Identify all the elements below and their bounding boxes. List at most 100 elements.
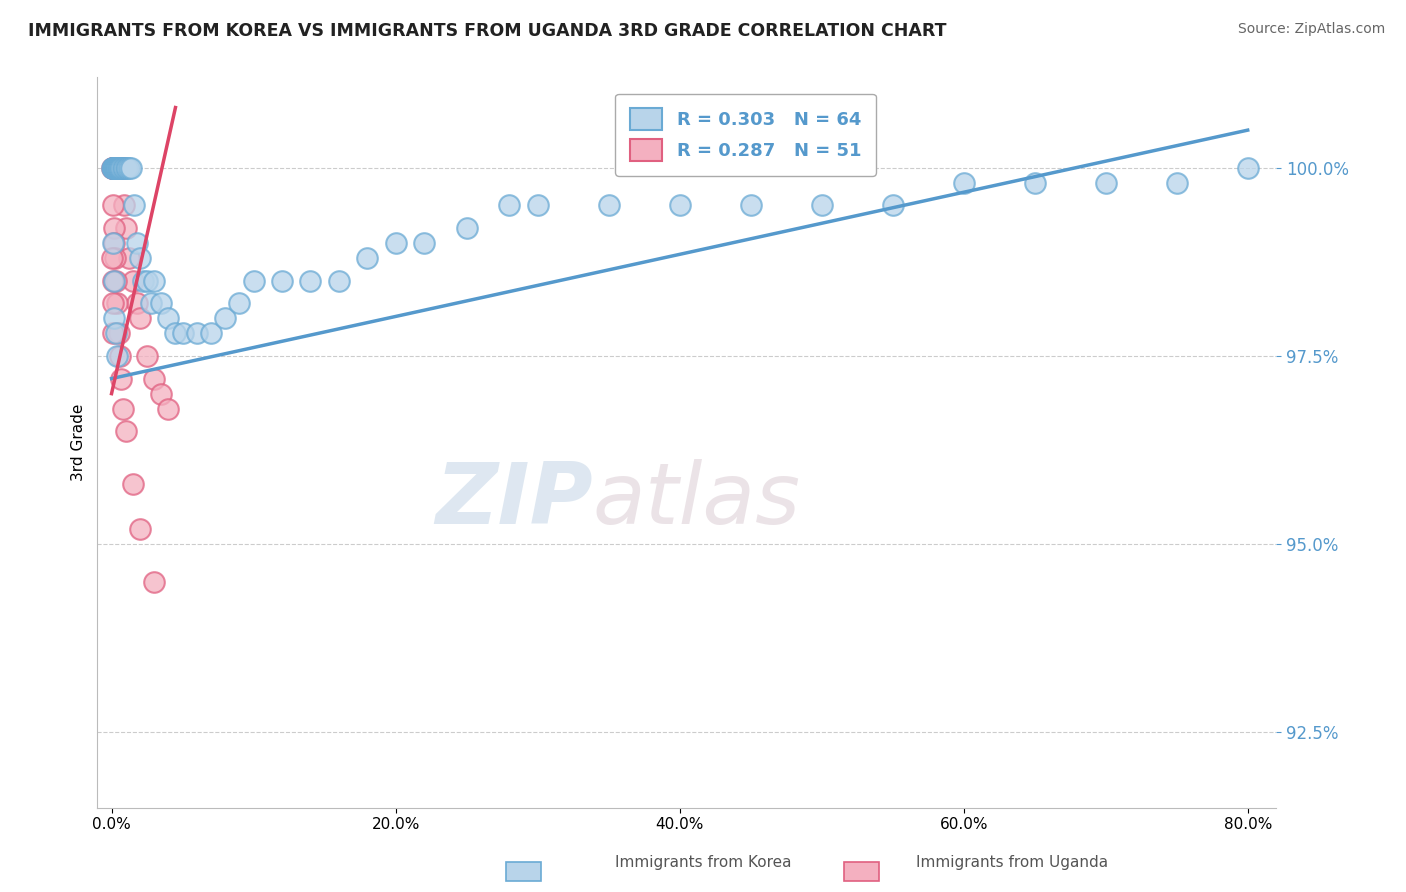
Point <box>150 386 173 401</box>
Point <box>103 161 125 175</box>
Point <box>104 161 127 175</box>
Point <box>143 371 166 385</box>
Point <box>108 161 131 175</box>
Point <box>104 161 127 175</box>
Point <box>668 198 690 212</box>
Point <box>103 161 125 175</box>
Point <box>105 161 128 175</box>
Point <box>115 161 138 175</box>
Point <box>104 161 127 175</box>
Point <box>413 235 436 250</box>
Point <box>214 311 236 326</box>
Point <box>105 161 128 175</box>
Point <box>150 296 173 310</box>
Point <box>101 161 124 175</box>
Point <box>110 161 132 175</box>
Point <box>328 274 350 288</box>
Point <box>110 371 132 385</box>
Point <box>101 296 124 310</box>
Point <box>271 274 294 288</box>
Text: IMMIGRANTS FROM KOREA VS IMMIGRANTS FROM UGANDA 3RD GRADE CORRELATION CHART: IMMIGRANTS FROM KOREA VS IMMIGRANTS FROM… <box>28 22 946 40</box>
Point <box>104 161 127 175</box>
Point <box>952 176 974 190</box>
Point <box>105 161 128 175</box>
Point <box>105 296 128 310</box>
Point <box>1094 176 1116 190</box>
Point <box>200 326 222 341</box>
Point <box>526 198 548 212</box>
Point <box>127 296 149 310</box>
Point <box>299 274 322 288</box>
Text: Immigrants from Korea: Immigrants from Korea <box>614 855 792 870</box>
Point <box>242 274 264 288</box>
Point <box>104 251 127 265</box>
Point <box>103 235 125 250</box>
Point <box>136 349 159 363</box>
Point <box>810 198 832 212</box>
Point <box>124 198 146 212</box>
Text: Source: ZipAtlas.com: Source: ZipAtlas.com <box>1237 22 1385 37</box>
Point <box>103 161 125 175</box>
Point <box>105 161 128 175</box>
Point <box>112 198 135 212</box>
Point <box>103 161 125 175</box>
Legend: R = 0.303   N = 64, R = 0.287   N = 51: R = 0.303 N = 64, R = 0.287 N = 51 <box>616 94 876 176</box>
Point <box>101 198 124 212</box>
Point <box>111 161 134 175</box>
Point <box>101 235 124 250</box>
Point <box>105 349 128 363</box>
Point <box>157 311 180 326</box>
Point <box>136 274 159 288</box>
Point <box>101 161 124 175</box>
Point <box>101 161 124 175</box>
Point <box>120 161 142 175</box>
Text: ZIP: ZIP <box>434 459 592 542</box>
Point <box>598 198 620 212</box>
Point <box>114 221 136 235</box>
Point <box>172 326 194 341</box>
Point <box>107 161 129 175</box>
Point <box>143 574 166 589</box>
Point <box>110 161 132 175</box>
Point <box>112 161 135 175</box>
Point <box>104 161 127 175</box>
Point <box>498 198 520 212</box>
Point <box>104 161 127 175</box>
Point <box>104 161 127 175</box>
Point <box>384 235 406 250</box>
Point <box>165 326 187 341</box>
Point <box>105 161 128 175</box>
Point <box>104 274 127 288</box>
Point <box>111 401 134 416</box>
Point <box>132 274 155 288</box>
Point <box>1236 161 1258 175</box>
Point <box>107 161 129 175</box>
Point <box>103 274 125 288</box>
Point <box>104 161 127 175</box>
Point <box>157 401 180 416</box>
Point <box>101 274 124 288</box>
Point <box>111 161 134 175</box>
Text: atlas: atlas <box>592 459 800 542</box>
Point <box>114 424 136 438</box>
Point <box>108 161 131 175</box>
Point <box>141 296 163 310</box>
Point <box>103 161 125 175</box>
Point <box>186 326 208 341</box>
Point <box>108 161 131 175</box>
Point <box>127 235 149 250</box>
Point <box>101 251 124 265</box>
Point <box>101 161 124 175</box>
Point <box>356 251 378 265</box>
Point <box>103 161 125 175</box>
Point <box>143 274 166 288</box>
Point <box>101 161 124 175</box>
Point <box>103 311 125 326</box>
Point <box>114 161 136 175</box>
Point <box>107 326 129 341</box>
Point <box>1024 176 1046 190</box>
Point <box>103 161 125 175</box>
Point <box>117 161 139 175</box>
Point <box>456 221 478 235</box>
Point <box>129 251 152 265</box>
